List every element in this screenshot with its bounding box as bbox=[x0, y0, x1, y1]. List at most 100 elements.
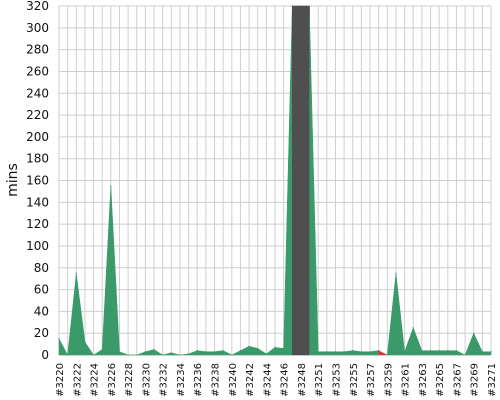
area-segment-3255 bbox=[352, 350, 362, 356]
x-tick-label: #3255 bbox=[349, 363, 360, 397]
x-tick-label: #3265 bbox=[435, 363, 446, 397]
area-segment-3229 bbox=[136, 351, 146, 356]
data-point-3235 bbox=[188, 353, 190, 355]
data-point-3249 bbox=[308, 16, 311, 18]
area-segment-3268 bbox=[464, 333, 474, 356]
area-segment-3256 bbox=[361, 351, 371, 356]
x-tick-label: #3230 bbox=[141, 363, 152, 397]
x-tick-label: #3224 bbox=[90, 363, 101, 397]
y-tick-label: 0 bbox=[41, 348, 49, 362]
data-point-3237 bbox=[205, 351, 207, 353]
data-point-3229 bbox=[136, 354, 138, 356]
data-point-3223 bbox=[84, 341, 86, 343]
x-tick-label: #3242 bbox=[245, 363, 256, 397]
data-point-3228 bbox=[127, 354, 129, 356]
area-segment-3251 bbox=[317, 351, 328, 356]
x-tick-label: #3263 bbox=[418, 363, 429, 397]
area-segment-3239 bbox=[222, 350, 232, 356]
y-axis-label: mins bbox=[5, 163, 21, 197]
x-tick-label: #3246 bbox=[280, 363, 291, 397]
area-segment-3235 bbox=[188, 350, 198, 356]
data-point-3234 bbox=[179, 354, 181, 356]
x-tick-label: #3240 bbox=[228, 363, 239, 397]
plot-area bbox=[58, 5, 492, 356]
x-tick-label: #3238 bbox=[211, 363, 222, 397]
data-point-3263 bbox=[421, 350, 423, 352]
area-segment-3227 bbox=[119, 351, 129, 356]
data-point-3224 bbox=[92, 354, 95, 356]
area-segment-3236 bbox=[196, 350, 207, 356]
data-point-3271 bbox=[490, 351, 492, 353]
area-segment-3270 bbox=[482, 351, 492, 356]
data-point-3258 bbox=[378, 350, 380, 352]
data-point-3238 bbox=[213, 351, 216, 353]
x-tick-label: #3226 bbox=[107, 363, 118, 397]
area-segment-3234 bbox=[179, 353, 189, 356]
data-point-3262 bbox=[412, 327, 414, 329]
data-point-3239 bbox=[222, 350, 224, 352]
data-point-3245 bbox=[274, 346, 276, 348]
data-point-3261 bbox=[404, 351, 406, 353]
x-tick-label: #3222 bbox=[72, 363, 83, 397]
x-tick-label: #3257 bbox=[366, 363, 377, 397]
data-point-3242 bbox=[248, 345, 250, 347]
data-point-3240 bbox=[231, 354, 233, 356]
area-segment-3245 bbox=[274, 347, 284, 356]
y-tick-label: 220 bbox=[26, 108, 49, 122]
data-point-3266 bbox=[447, 350, 449, 352]
area-segment-3222 bbox=[76, 273, 86, 356]
x-tick-label: #3244 bbox=[262, 363, 273, 397]
area-segment-3266 bbox=[447, 350, 457, 356]
data-point-3251 bbox=[317, 351, 319, 353]
x-axis: #3220 #3222 #3224 #3226 #3228 #3230 #3232 #3234… bbox=[55, 363, 498, 397]
x-tick-label: #3259 bbox=[383, 363, 394, 397]
x-tick-label: #3261 bbox=[401, 363, 412, 397]
area-segment-3241 bbox=[240, 345, 250, 356]
y-tick-label: 20 bbox=[34, 326, 49, 340]
area-segment-3269 bbox=[473, 333, 483, 356]
data-point-3230 bbox=[144, 351, 146, 353]
data-point-3255 bbox=[352, 350, 354, 352]
data-point-3259 bbox=[386, 354, 388, 356]
y-tick-label: 280 bbox=[26, 43, 49, 57]
y-tick-label: 300 bbox=[26, 21, 49, 35]
area-segment-3243 bbox=[257, 348, 267, 356]
data-point-3225 bbox=[101, 348, 103, 351]
data-point-3260 bbox=[395, 272, 397, 274]
data-point-3254 bbox=[343, 351, 345, 353]
x-tick-label: #3251 bbox=[314, 363, 325, 397]
y-tick-label: 260 bbox=[26, 64, 49, 78]
area-segment-3223 bbox=[84, 341, 95, 356]
area-segment-3237 bbox=[205, 351, 215, 356]
area-segment-3220 bbox=[58, 338, 69, 356]
data-point-3244 bbox=[265, 353, 267, 355]
area-segment-3258 bbox=[378, 350, 388, 356]
data-point-3247 bbox=[291, 5, 293, 7]
x-tick-label: #3228 bbox=[124, 363, 135, 397]
y-tick-label: 100 bbox=[26, 239, 49, 253]
area-segment-3242 bbox=[248, 345, 258, 356]
data-point-3256 bbox=[360, 351, 362, 353]
data-point-3267 bbox=[455, 350, 458, 352]
data-point-3233 bbox=[170, 352, 172, 354]
area-segment-3261 bbox=[404, 327, 414, 356]
area-segment-3262 bbox=[412, 327, 423, 356]
y-tick-label: 240 bbox=[26, 86, 49, 100]
data-point-3220 bbox=[58, 338, 60, 340]
data-point-3246 bbox=[283, 347, 285, 350]
data-point-3248 bbox=[300, 5, 302, 7]
data-point-3268 bbox=[464, 354, 466, 356]
area-segment-3232 bbox=[162, 352, 172, 356]
data-point-3264 bbox=[429, 350, 432, 352]
data-point-3252 bbox=[326, 351, 328, 353]
area-segment-3248 bbox=[300, 5, 310, 356]
area-segment-3267 bbox=[456, 350, 466, 356]
area-segment-3257 bbox=[369, 350, 379, 356]
area-segment-3253 bbox=[335, 351, 345, 356]
data-point-3265 bbox=[438, 350, 440, 352]
area-segment-3224 bbox=[92, 349, 103, 356]
data-point-3222 bbox=[75, 272, 77, 274]
area-segment-3233 bbox=[171, 352, 181, 356]
data-point-3243 bbox=[257, 347, 259, 350]
